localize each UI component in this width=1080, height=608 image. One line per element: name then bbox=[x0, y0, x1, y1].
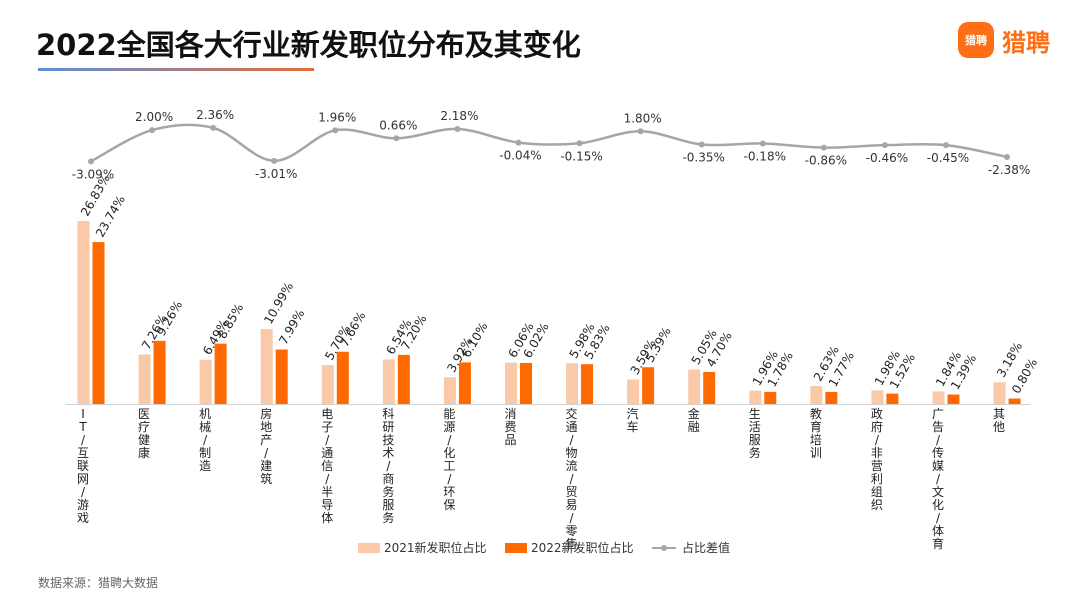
category-label: 科研技术/商务服务 bbox=[382, 407, 394, 525]
diff-point bbox=[576, 140, 583, 147]
category-label: 电子/通信/半导体 bbox=[321, 407, 333, 525]
legend-label-diff: 占比差值 bbox=[682, 540, 730, 555]
diff-point bbox=[1004, 153, 1011, 160]
diff-line-layer: -3.09% 2.00% 2.36% -3.01% 1.96% 0.66% 2.18% -0.… bbox=[72, 108, 1031, 181]
bars-layer: 26.83%23.74%7.26%9.26% 6.49%8.85% 10.99%7.… bbox=[66, 172, 1040, 405]
bar-2021 bbox=[260, 329, 273, 404]
bar-2021 bbox=[199, 359, 212, 404]
title-underline bbox=[38, 68, 314, 71]
diff-label: -2.38% bbox=[988, 163, 1030, 177]
brand-name: 猎聘 bbox=[1002, 28, 1050, 57]
bar-2022 bbox=[764, 391, 777, 404]
bar-2021 bbox=[77, 221, 90, 404]
bar-2022 bbox=[397, 354, 410, 404]
diff-label: 1.96% bbox=[318, 110, 356, 124]
page-title: 2022全国各大行业新发职位分布及其变化 bbox=[36, 28, 581, 62]
diff-label: -0.86% bbox=[805, 154, 847, 168]
bar-2021 bbox=[566, 363, 579, 404]
bar-2021 bbox=[932, 391, 945, 404]
bar-2022 bbox=[703, 371, 716, 404]
category-label: 广告/传媒/文化/体育 bbox=[932, 407, 944, 551]
diff-point bbox=[637, 128, 644, 135]
diff-label: -0.18% bbox=[744, 149, 786, 163]
diff-label: -3.01% bbox=[255, 167, 297, 181]
diff-label: -0.15% bbox=[560, 149, 602, 163]
data-source: 数据来源：猎聘大数据 bbox=[38, 576, 159, 590]
diff-point bbox=[332, 127, 339, 134]
diff-label: 2.36% bbox=[196, 108, 234, 122]
bar-2022 bbox=[458, 362, 471, 404]
diff-label: -0.46% bbox=[866, 151, 908, 165]
legend: 2021新发职位占比 2022新发职位占比 占比差值 bbox=[358, 540, 730, 555]
category-label: 能源/化工/环保 bbox=[443, 407, 455, 512]
diff-point bbox=[88, 158, 94, 165]
bar-2022 bbox=[581, 364, 594, 404]
category-label: 消费品 bbox=[504, 407, 516, 447]
bar-2022 bbox=[519, 362, 532, 404]
bar-2022 bbox=[214, 343, 227, 404]
bar-2021 bbox=[688, 369, 701, 404]
bar-2021 bbox=[993, 382, 1006, 404]
diff-label: -0.04% bbox=[499, 149, 541, 163]
diff-point bbox=[942, 142, 949, 149]
diff-point bbox=[515, 139, 522, 146]
diff-label: 2.00% bbox=[135, 110, 173, 124]
category-label: 金融 bbox=[688, 406, 700, 434]
category-label: 医疗健康 bbox=[138, 407, 150, 460]
brand-logo: 猎聘 猎聘 bbox=[958, 20, 1050, 60]
legend-swatch-2022 bbox=[505, 543, 527, 553]
bar-2021 bbox=[382, 359, 395, 404]
diff-point bbox=[881, 142, 888, 149]
diff-label: 1.80% bbox=[624, 111, 662, 125]
diff-label: 0.66% bbox=[379, 118, 417, 132]
bar-2022 bbox=[336, 351, 349, 404]
bar-2021 bbox=[321, 365, 334, 404]
diff-point bbox=[454, 125, 461, 132]
category-label: 生活服务 bbox=[749, 407, 761, 460]
legend-swatch-2021 bbox=[358, 543, 380, 553]
bar-2022 bbox=[886, 393, 899, 404]
bar-2022 bbox=[92, 242, 105, 404]
bar-2022 bbox=[153, 340, 166, 404]
diff-point bbox=[210, 124, 217, 131]
diff-point bbox=[271, 157, 278, 164]
category-label: 政府/非营利组织 bbox=[871, 407, 883, 512]
bar-2022 bbox=[1008, 398, 1021, 404]
category-label: 房地产/建筑 bbox=[260, 406, 272, 486]
bar-2021 bbox=[749, 390, 762, 404]
bar-2021 bbox=[504, 362, 517, 404]
bar-2021 bbox=[627, 379, 640, 404]
category-label: 教育培训 bbox=[810, 406, 822, 460]
bar-2021 bbox=[443, 377, 456, 404]
bar-2021 bbox=[871, 390, 884, 404]
bar-2021 bbox=[138, 354, 151, 404]
category-label: 机械/制造 bbox=[199, 407, 211, 473]
diff-point bbox=[759, 140, 766, 147]
category-label: 汽车 bbox=[627, 406, 639, 434]
diff-label: -0.45% bbox=[927, 151, 969, 165]
bar-2022 bbox=[275, 349, 288, 404]
diff-point bbox=[149, 127, 156, 134]
liepin-logo-icon: 猎聘 bbox=[958, 22, 994, 58]
bar-2022 bbox=[825, 391, 838, 404]
bar-2022 bbox=[642, 367, 655, 404]
diff-point bbox=[698, 141, 705, 148]
bar-2021 bbox=[810, 386, 823, 404]
diff-point bbox=[393, 135, 400, 142]
legend-label-2022: 2022新发职位占比 bbox=[531, 540, 634, 555]
diff-label: -0.35% bbox=[682, 151, 724, 165]
category-label: 其他 bbox=[993, 407, 1005, 434]
diff-label: 2.18% bbox=[440, 109, 478, 123]
legend-label-2021: 2021新发职位占比 bbox=[384, 540, 487, 555]
category-labels: I T/互联网/游戏 医疗健康 机械/制造 房地产/建筑 电子/通信/半导体 科研技术/商务… bbox=[77, 406, 1005, 551]
bar-2022 bbox=[947, 394, 960, 404]
diff-series-line bbox=[90, 123, 1008, 163]
legend-marker-diff bbox=[661, 545, 667, 551]
diff-label: -3.09% bbox=[72, 167, 114, 181]
diff-point bbox=[820, 144, 827, 151]
category-label: I T/互联网/游戏 bbox=[77, 407, 89, 525]
category-label: 交通/物流/贸易/零售 bbox=[566, 406, 578, 551]
